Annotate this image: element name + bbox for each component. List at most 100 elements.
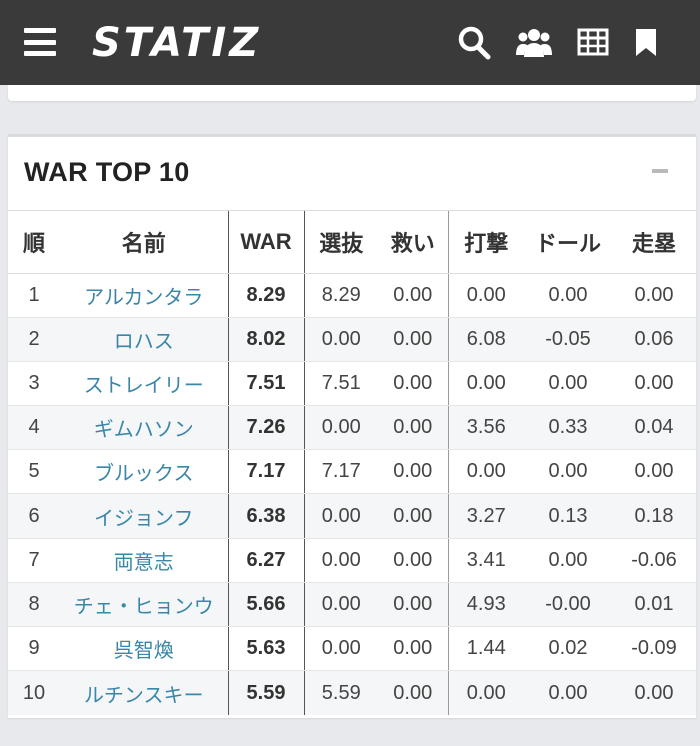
header-name[interactable]: 名前 xyxy=(60,211,228,274)
cell-war: 7.17 xyxy=(227,449,304,495)
header-defense[interactable]: ドール xyxy=(524,211,612,274)
cell-defense: -0.00 xyxy=(524,582,612,628)
player-link[interactable]: 呉智煥 xyxy=(113,640,174,663)
top-navbar: STATIZ xyxy=(0,0,700,85)
cell-batting: 6.08 xyxy=(447,317,524,362)
player-link[interactable]: ストレイリー xyxy=(83,374,204,397)
cell-relief: 0.00 xyxy=(378,493,448,539)
table-row: 10 ルチンスキー 5.59 5.59 0.00 0.00 0.00 0.00 xyxy=(8,670,696,715)
cell-starter: 0.00 xyxy=(303,493,378,539)
cell-starter: 8.29 xyxy=(303,273,378,318)
cell-rank: 4 xyxy=(8,405,60,451)
cell-starter: 0.00 xyxy=(303,582,378,628)
cell-player-name: ブルックス xyxy=(60,449,228,495)
bookmark-icon[interactable] xyxy=(634,24,658,60)
users-icon[interactable] xyxy=(515,24,553,60)
player-link[interactable]: チェ・ヒョンウ xyxy=(73,595,214,618)
cell-rank: 7 xyxy=(8,538,60,583)
cell-baserunning: 0.18 xyxy=(612,493,696,539)
cell-batting: 3.27 xyxy=(447,493,524,539)
cell-relief: 0.00 xyxy=(378,626,448,672)
cell-rank: 10 xyxy=(8,670,60,715)
cell-relief: 0.00 xyxy=(378,317,448,362)
cell-baserunning: -0.09 xyxy=(612,626,696,672)
cell-baserunning: 0.00 xyxy=(612,449,696,495)
cell-starter: 0.00 xyxy=(303,626,378,672)
cell-player-name: 両意志 xyxy=(60,538,228,583)
player-link[interactable]: ブルックス xyxy=(94,463,194,486)
table-row: 7 両意志 6.27 0.00 0.00 3.41 0.00 -0.06 xyxy=(8,538,696,583)
cell-defense: 0.33 xyxy=(524,405,612,451)
cell-baserunning: 0.00 xyxy=(612,273,696,318)
header-baserunning[interactable]: 走塁 xyxy=(612,211,696,274)
cell-starter: 7.17 xyxy=(303,449,378,495)
cell-batting: 3.41 xyxy=(447,538,524,583)
cell-relief: 0.00 xyxy=(378,273,448,318)
header-starter[interactable]: 選抜 xyxy=(303,211,378,274)
cell-war: 6.27 xyxy=(227,538,304,583)
cell-player-name: 呉智煥 xyxy=(60,626,228,672)
cell-player-name: ストレイリー xyxy=(60,361,228,407)
war-table: 順 名前 WAR 選抜 救い 打撃 ドール 走塁 1 アルカンタラ 8.29 8.29… xyxy=(8,211,696,715)
collapse-icon[interactable] xyxy=(652,169,668,173)
header-rank[interactable]: 順 xyxy=(8,211,60,274)
cell-defense: 0.00 xyxy=(524,538,612,583)
cell-baserunning: 0.04 xyxy=(612,405,696,451)
cell-player-name: ルチンスキー xyxy=(60,670,228,715)
table-icon[interactable] xyxy=(577,24,609,60)
cell-player-name: ロハス xyxy=(60,317,228,362)
cell-player-name: ギムハソン xyxy=(60,405,228,451)
cell-player-name: アルカンタラ xyxy=(60,273,228,318)
table-header-row: 順 名前 WAR 選抜 救い 打撃 ドール 走塁 xyxy=(8,211,696,274)
cell-rank: 5 xyxy=(8,449,60,495)
cell-baserunning: 0.01 xyxy=(612,582,696,628)
cell-defense: 0.02 xyxy=(524,626,612,672)
cell-starter: 0.00 xyxy=(303,405,378,451)
cell-batting: 0.00 xyxy=(447,670,524,715)
cell-batting: 3.56 xyxy=(447,405,524,451)
table-row: 4 ギムハソン 7.26 0.00 0.00 3.56 0.33 0.04 xyxy=(8,405,696,451)
header-batting[interactable]: 打撃 xyxy=(447,211,524,274)
player-link[interactable]: ルチンスキー xyxy=(83,684,204,707)
cell-baserunning: 0.06 xyxy=(612,317,696,362)
table-row: 3 ストレイリー 7.51 7.51 0.00 0.00 0.00 0.00 xyxy=(8,361,696,407)
cell-rank: 6 xyxy=(8,493,60,539)
cell-batting: 0.00 xyxy=(447,273,524,318)
search-icon[interactable] xyxy=(457,24,491,60)
cell-rank: 2 xyxy=(8,317,60,362)
player-link[interactable]: 両意志 xyxy=(113,551,174,574)
header-war[interactable]: WAR xyxy=(227,211,304,274)
header-relief[interactable]: 救い xyxy=(378,211,448,274)
cell-batting: 4.93 xyxy=(447,582,524,628)
player-link[interactable]: イジョンフ xyxy=(94,507,194,530)
cell-war: 6.38 xyxy=(227,493,304,539)
war-top10-card: WAR TOP 10 順 名前 WAR 選抜 救い 打撃 ドール 走塁 1 アルカ… xyxy=(8,134,696,718)
site-logo[interactable]: STATIZ xyxy=(92,20,262,66)
player-link[interactable]: ロハス xyxy=(113,330,174,353)
player-link[interactable]: ギムハソン xyxy=(93,419,194,442)
cell-relief: 0.00 xyxy=(378,538,448,583)
table-row: 2 ロハス 8.02 0.00 0.00 6.08 -0.05 0.06 xyxy=(8,317,696,362)
cell-defense: 0.00 xyxy=(524,273,612,318)
cell-rank: 3 xyxy=(8,361,60,407)
menu-icon[interactable] xyxy=(24,28,56,56)
cell-defense: 0.00 xyxy=(524,449,612,495)
cell-war: 8.29 xyxy=(227,273,304,318)
cell-starter: 7.51 xyxy=(303,361,378,407)
player-link[interactable]: アルカンタラ xyxy=(84,286,204,309)
cell-war: 5.63 xyxy=(227,626,304,672)
cell-war: 7.26 xyxy=(227,405,304,451)
cell-defense: -0.05 xyxy=(524,317,612,362)
cell-war: 7.51 xyxy=(227,361,304,407)
cell-rank: 1 xyxy=(8,273,60,318)
cell-war: 8.02 xyxy=(227,317,304,362)
cell-relief: 0.00 xyxy=(378,582,448,628)
table-row: 9 呉智煥 5.63 0.00 0.00 1.44 0.02 -0.09 xyxy=(8,626,696,672)
cell-relief: 0.00 xyxy=(378,361,448,407)
cell-baserunning: 0.00 xyxy=(612,670,696,715)
cell-rank: 9 xyxy=(8,626,60,672)
table-row: 8 チェ・ヒョンウ 5.66 0.00 0.00 4.93 -0.00 0.01 xyxy=(8,582,696,628)
cell-starter: 5.59 xyxy=(303,670,378,715)
cell-baserunning: -0.06 xyxy=(612,538,696,583)
cell-rank: 8 xyxy=(8,582,60,628)
